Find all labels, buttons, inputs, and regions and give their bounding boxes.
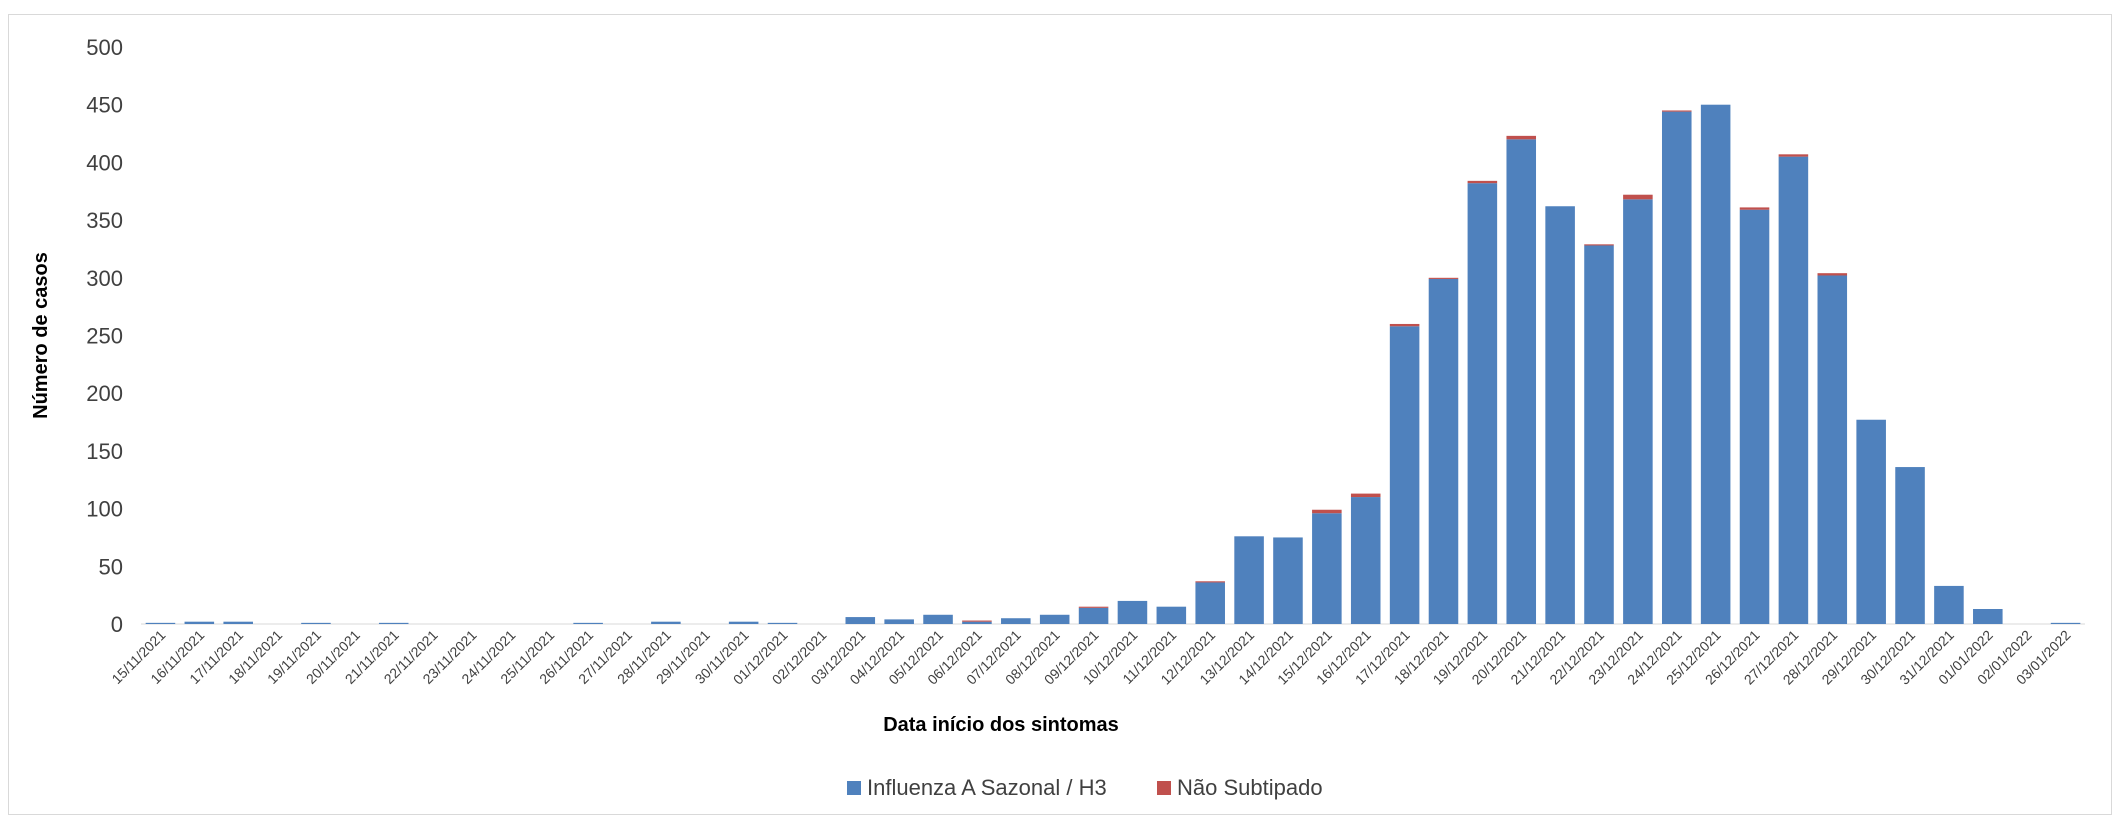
y-tick-label: 50 — [99, 554, 123, 579]
bars — [145, 104, 2081, 625]
y-tick-label: 100 — [86, 497, 123, 522]
bar-influenza-a-h3 — [1001, 618, 1031, 624]
legend-swatch — [1157, 781, 1171, 795]
y-axis-title: Número de casos — [30, 252, 52, 419]
bar-influenza-a-h3 — [1739, 209, 1770, 624]
legend-swatch — [847, 781, 861, 795]
bar-influenza-a-h3 — [1817, 275, 1848, 624]
y-tick-label: 150 — [86, 439, 123, 464]
bar-influenza-a-h3 — [301, 622, 331, 624]
bar-influenza-a-h3 — [651, 621, 681, 624]
bar-influenza-a-h3 — [145, 622, 176, 624]
bar-influenza-a-h3 — [378, 622, 409, 624]
bar-nao-subtipado — [1078, 606, 1109, 608]
bar-influenza-a-h3 — [1661, 111, 1692, 625]
bar-influenza-a-h3 — [1312, 513, 1342, 624]
bar-influenza-a-h3 — [1700, 104, 1731, 624]
legend-label: Não Subtipado — [1177, 775, 1323, 800]
bar-influenza-a-h3 — [1934, 585, 1964, 624]
bar-influenza-a-h3 — [573, 622, 603, 624]
bar-influenza-a-h3 — [184, 621, 215, 624]
bar-nao-subtipado — [1584, 244, 1614, 246]
bar-nao-subtipado — [1623, 194, 1653, 200]
bar-influenza-a-h3 — [1584, 245, 1614, 625]
bar-influenza-a-h3 — [728, 621, 759, 624]
bar-nao-subtipado — [1661, 110, 1692, 112]
bar-nao-subtipado — [1467, 180, 1498, 184]
bar-influenza-a-h3 — [1389, 326, 1420, 624]
bar-influenza-a-h3 — [223, 621, 253, 624]
bar-nao-subtipado — [962, 620, 992, 622]
bar-influenza-a-h3 — [1273, 537, 1303, 624]
bar-nao-subtipado — [1350, 493, 1381, 498]
y-tick-label: 400 — [86, 150, 123, 175]
bar-influenza-a-h3 — [1973, 609, 2003, 624]
bar-influenza-a-h3 — [767, 622, 798, 624]
bar-influenza-a-h3 — [1467, 183, 1498, 625]
bar-influenza-a-h3 — [1623, 199, 1653, 624]
legend: Influenza A Sazonal / H3 Não Subtipado — [847, 775, 1323, 800]
chart-frame: 0 50 100 150 200 250 300 350 400 450 500 15/11/202… — [8, 14, 2112, 815]
bar-influenza-a-h3 — [1117, 600, 1148, 624]
y-tick-label: 250 — [86, 324, 123, 349]
bar-influenza-a-h3 — [845, 617, 876, 624]
y-tick-label: 300 — [86, 266, 123, 291]
legend-label: Influenza A Sazonal / H3 — [867, 775, 1107, 800]
bar-influenza-a-h3 — [1078, 607, 1109, 624]
y-tick-label: 200 — [86, 381, 123, 406]
bar-nao-subtipado — [1778, 154, 1809, 157]
bar-influenza-a-h3 — [962, 621, 992, 624]
x-axis-title: Data início dos sintomas — [883, 714, 1119, 736]
bar-influenza-a-h3 — [1778, 156, 1809, 624]
bar-nao-subtipado — [1506, 135, 1537, 140]
bar-nao-subtipado — [1312, 509, 1342, 514]
y-tick-label: 350 — [86, 208, 123, 233]
bar-influenza-a-h3 — [1350, 497, 1381, 624]
bar-influenza-a-h3 — [1895, 467, 1925, 624]
stacked-bar-chart: 0 50 100 150 200 250 300 350 400 450 500 15/11/202… — [30, 35, 2085, 800]
bar-influenza-a-h3 — [1234, 536, 1264, 624]
y-tick-label: 0 — [111, 612, 123, 637]
bar-nao-subtipado — [1195, 581, 1225, 583]
bar-nao-subtipado — [1428, 277, 1459, 279]
y-tick-label: 500 — [86, 35, 123, 60]
bar-influenza-a-h3 — [1856, 419, 1886, 624]
bar-influenza-a-h3 — [884, 619, 914, 624]
bar-influenza-a-h3 — [1039, 614, 1070, 624]
bar-influenza-a-h3 — [1545, 206, 1575, 624]
bar-nao-subtipado — [1739, 207, 1770, 210]
bar-influenza-a-h3 — [2050, 622, 2081, 624]
y-axis-ticks: 0 50 100 150 200 250 300 350 400 450 500 — [86, 35, 123, 637]
bar-nao-subtipado — [1389, 323, 1420, 327]
bar-nao-subtipado — [1817, 273, 1848, 276]
bar-influenza-a-h3 — [923, 614, 953, 624]
bar-influenza-a-h3 — [1195, 582, 1225, 624]
bar-influenza-a-h3 — [1156, 606, 1187, 624]
x-axis-ticks: 15/11/202116/11/202117/11/202118/11/2021… — [108, 627, 2073, 688]
y-tick-label: 450 — [86, 93, 123, 118]
bar-influenza-a-h3 — [1428, 278, 1459, 624]
bar-influenza-a-h3 — [1506, 139, 1537, 624]
